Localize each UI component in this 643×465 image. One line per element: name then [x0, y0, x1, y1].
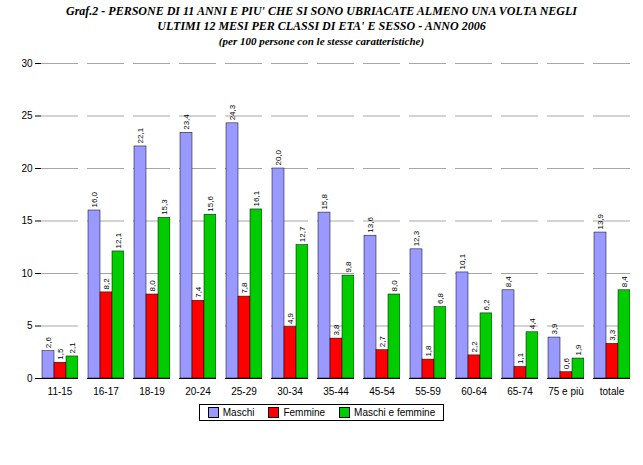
svg-text:20,0: 20,0	[274, 149, 283, 165]
svg-text:10: 10	[21, 268, 33, 279]
svg-text:16,1: 16,1	[252, 190, 261, 206]
svg-text:2,2: 2,2	[470, 341, 479, 353]
svg-text:totale: totale	[600, 386, 625, 397]
svg-text:0: 0	[27, 373, 33, 384]
svg-text:13,9: 13,9	[596, 213, 605, 229]
svg-text:55-59: 55-59	[415, 386, 441, 397]
svg-text:20-24: 20-24	[185, 386, 211, 397]
html-text:Maschi: Maschi	[222, 407, 255, 418]
svg-text:9,8: 9,8	[344, 261, 353, 273]
svg-text:1,9: 1,9	[574, 344, 583, 356]
svg-text:45-54: 45-54	[369, 386, 395, 397]
svg-text:25-29: 25-29	[231, 386, 257, 397]
svg-text:3,3: 3,3	[608, 329, 617, 341]
svg-text:0,6: 0,6	[562, 358, 571, 370]
svg-text:3,8: 3,8	[332, 324, 341, 336]
svg-text:30: 30	[21, 58, 33, 69]
svg-text:8,0: 8,0	[148, 280, 157, 292]
html-text:(per 100 persone con le stesse: (per 100 persone con le stesse caratteri…	[218, 35, 425, 47]
svg-text:1,5: 1,5	[56, 348, 65, 360]
svg-text:7,8: 7,8	[240, 282, 249, 294]
svg-text:22,1: 22,1	[136, 127, 145, 143]
svg-text:8,0: 8,0	[390, 280, 399, 292]
svg-text:24,3: 24,3	[228, 104, 237, 120]
html-text:Maschi e femmine: Maschi e femmine	[354, 407, 436, 418]
svg-text:25: 25	[21, 110, 33, 121]
svg-text:23,4: 23,4	[182, 114, 191, 130]
svg-text:8,4: 8,4	[504, 276, 513, 288]
html-text:Graf.2 - PERSONE DI 11 ANNI E: Graf.2 - PERSONE DI 11 ANNI E PIU' CHE S…	[66, 4, 577, 33]
svg-text:30-34: 30-34	[277, 386, 303, 397]
svg-text:5: 5	[27, 320, 33, 331]
svg-text:6,8: 6,8	[436, 292, 445, 304]
svg-text:1,8: 1,8	[424, 345, 433, 357]
svg-text:75 e più: 75 e più	[548, 386, 584, 397]
svg-text:20: 20	[21, 163, 33, 174]
svg-text:12,7: 12,7	[298, 226, 307, 242]
svg-text:12,1: 12,1	[114, 232, 123, 248]
svg-text:2,1: 2,1	[68, 342, 77, 354]
svg-text:35-44: 35-44	[323, 386, 349, 397]
svg-text:8,4: 8,4	[620, 276, 629, 288]
svg-text:1,1: 1,1	[516, 352, 525, 364]
svg-text:11-15: 11-15	[48, 386, 73, 397]
svg-text:2,6: 2,6	[44, 337, 53, 349]
html-text:Femmine: Femmine	[283, 407, 326, 418]
svg-text:3,9: 3,9	[550, 323, 559, 335]
svg-text:15,6: 15,6	[206, 196, 215, 212]
svg-text:4,9: 4,9	[286, 312, 295, 324]
svg-text:16-17: 16-17	[93, 386, 119, 397]
svg-text:65-74: 65-74	[507, 386, 533, 397]
svg-text:16,0: 16,0	[90, 191, 99, 207]
svg-text:2,7: 2,7	[378, 335, 387, 347]
svg-text:15,8: 15,8	[320, 193, 329, 209]
svg-text:15: 15	[21, 215, 33, 226]
svg-text:15,3: 15,3	[160, 199, 169, 215]
svg-text:8,2: 8,2	[102, 278, 111, 290]
svg-text:6,2: 6,2	[482, 299, 491, 311]
svg-text:60-64: 60-64	[461, 386, 487, 397]
svg-text:7,4: 7,4	[194, 286, 203, 298]
svg-text:13,6: 13,6	[366, 217, 375, 233]
svg-text:4,4: 4,4	[528, 318, 537, 330]
svg-text:10,1: 10,1	[458, 253, 467, 269]
svg-text:12,3: 12,3	[412, 230, 421, 246]
svg-text:18-19: 18-19	[139, 386, 165, 397]
